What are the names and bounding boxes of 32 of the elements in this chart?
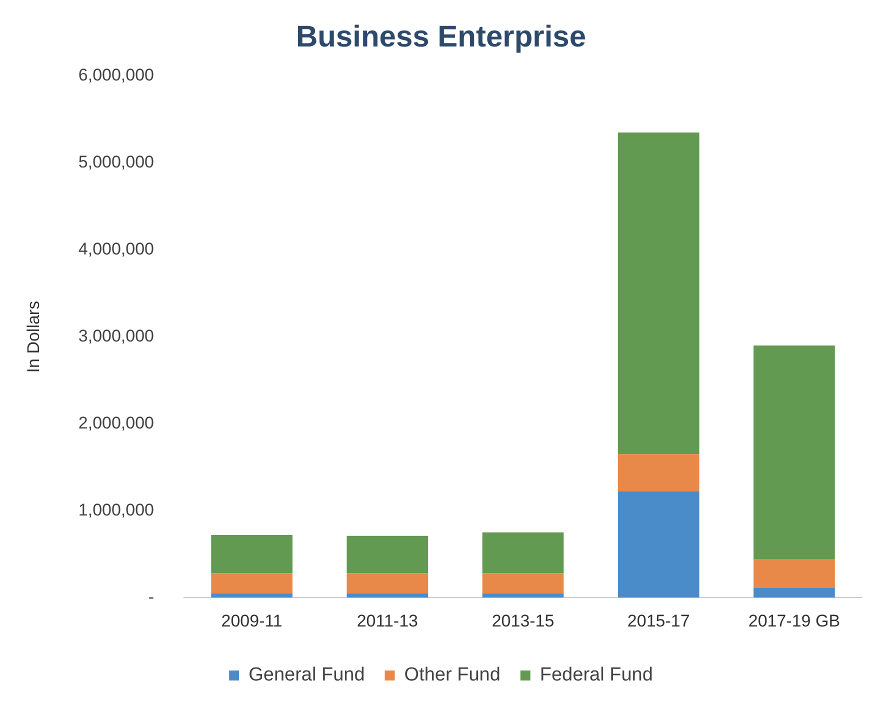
bar [482, 593, 564, 598]
legend-label: Other Fund [404, 664, 500, 686]
bar [482, 573, 564, 594]
bar [618, 454, 700, 492]
bar [211, 573, 293, 594]
y-axis-title: In Dollars [24, 300, 43, 373]
x-tick-label: 2015-17 [627, 611, 690, 630]
y-tick-label: - [148, 587, 154, 606]
y-tick-label: 1,000,000 [78, 500, 154, 520]
bar [346, 593, 428, 598]
y-tick-label: 3,000,000 [78, 326, 154, 346]
bar [346, 536, 428, 574]
x-tick-label: 2013-15 [492, 611, 554, 630]
x-tick-label: 2009-11 [221, 611, 282, 630]
y-tick-label: 4,000,000 [78, 240, 154, 259]
bar [346, 573, 428, 594]
legend-label: General Fund [248, 664, 365, 686]
bar [211, 535, 293, 574]
bar [211, 593, 293, 598]
bar [618, 132, 700, 454]
bar [618, 492, 700, 598]
y-tick-label: 2,000,000 [78, 413, 154, 432]
chart-title: Business Enterprise [296, 20, 586, 54]
y-tick-label: 5,000,000 [78, 152, 154, 172]
legend-label: Federal Fund [540, 664, 653, 686]
x-tick-label: 2011-13 [356, 611, 418, 630]
bar [482, 532, 564, 574]
bar [754, 559, 835, 588]
x-tick-label: 2017-19 GB [748, 611, 840, 630]
bar [754, 588, 835, 598]
bar [754, 345, 835, 560]
y-tick-label: 6,000,000 [78, 66, 154, 85]
